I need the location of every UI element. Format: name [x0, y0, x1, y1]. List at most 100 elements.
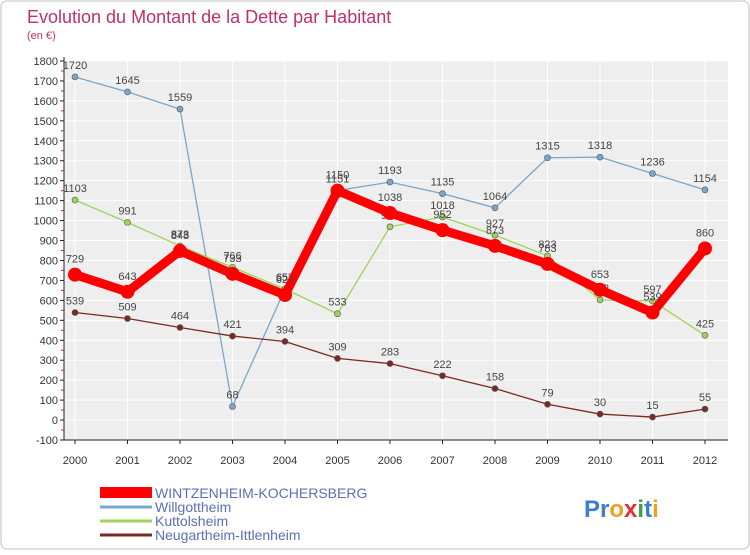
- data-point: [544, 400, 551, 408]
- y-tick-label: 1100: [34, 196, 58, 208]
- data-point: [435, 223, 450, 238]
- legend-label: WINTZENHEIM-KOCHERSBERG: [155, 485, 367, 501]
- y-tick-label: 1000: [34, 216, 58, 228]
- data-point: [124, 315, 131, 322]
- data-label: 539: [643, 292, 661, 304]
- data-label: 597: [643, 284, 661, 296]
- data-point: [488, 238, 502, 253]
- y-tick-label: 0: [52, 415, 58, 427]
- legend-label: Kuttolsheim: [155, 513, 228, 529]
- data-point: [649, 413, 656, 421]
- data-point: [281, 338, 289, 345]
- data-label: 783: [538, 243, 556, 255]
- data-label: 1315: [535, 141, 559, 153]
- data-label: 873: [171, 229, 189, 241]
- data-point: [124, 219, 131, 226]
- y-tick-label: 700: [40, 275, 58, 287]
- x-tick-label: 2007: [430, 455, 454, 467]
- data-point: [593, 282, 607, 297]
- data-point: [491, 231, 499, 239]
- legend-item: Kuttolsheim: [100, 513, 228, 529]
- y-tick-label: 1300: [34, 156, 58, 168]
- x-tick-label: 2008: [483, 455, 507, 467]
- legend-item: Neugartheim-Ittlenheim: [100, 527, 301, 543]
- y-tick-label: 1200: [34, 176, 58, 188]
- data-label: 1038: [378, 192, 402, 204]
- data-point: [439, 372, 446, 380]
- legend-swatch: [100, 533, 152, 537]
- x-tick-label: 2010: [588, 455, 612, 467]
- data-label: 55: [699, 392, 711, 404]
- chart-subtitle: (en €): [27, 30, 56, 42]
- logo-letter: x: [624, 496, 638, 523]
- plot-area: [64, 61, 728, 440]
- data-point: [649, 170, 656, 177]
- data-label: 1559: [168, 92, 192, 104]
- data-label: 1720: [63, 60, 87, 72]
- data-point: [386, 223, 394, 231]
- data-point: [491, 204, 499, 212]
- data-label: 729: [66, 254, 84, 266]
- x-axis-ticks: 2000 2001 2002 2003 2004 2005 2006 2007 2008 2009…: [63, 440, 717, 467]
- y-tick-label: 100: [40, 395, 58, 407]
- data-point: [71, 196, 79, 204]
- data-label: 68: [226, 389, 238, 401]
- data-label: 733: [223, 253, 241, 265]
- data-label: 421: [223, 319, 241, 331]
- data-point: [540, 256, 555, 271]
- data-label: 1236: [640, 157, 664, 169]
- data-point: [544, 154, 551, 162]
- data-label: 952: [433, 209, 451, 221]
- x-tick-label: 2002: [168, 455, 192, 467]
- data-label: 823: [538, 239, 556, 251]
- x-tick-label: 2009: [535, 455, 559, 467]
- chart-title: Evolution du Montant de la Dette par Hab…: [27, 7, 391, 27]
- y-tick-label: 200: [40, 375, 58, 387]
- data-label: 158: [486, 372, 504, 384]
- y-tick-label: 300: [40, 355, 58, 367]
- data-point: [645, 305, 660, 320]
- data-point: [334, 355, 341, 362]
- data-point: [596, 153, 604, 161]
- data-point: [71, 73, 79, 81]
- data-point: [176, 324, 184, 331]
- plot-background: [64, 61, 728, 440]
- logo-letter: r: [600, 496, 609, 523]
- legend-label: Neugartheim-Ittlenheim: [155, 527, 301, 543]
- data-label: 1154: [693, 173, 717, 185]
- data-label: 1064: [483, 191, 507, 203]
- data-label: 848: [171, 230, 189, 242]
- y-tick-label: 900: [40, 236, 58, 248]
- data-point: [176, 105, 184, 113]
- data-point: [68, 267, 82, 282]
- data-point: [701, 331, 709, 339]
- legend-swatch: [100, 519, 152, 523]
- data-point: [334, 310, 341, 318]
- data-label: 1151: [326, 173, 350, 185]
- data-point: [596, 296, 604, 304]
- data-label: 464: [171, 310, 189, 322]
- data-label: 539: [66, 296, 84, 308]
- x-tick-label: 2005: [325, 455, 349, 467]
- y-tick-label: 400: [40, 335, 58, 347]
- logo-letter: P: [584, 496, 600, 523]
- data-point: [330, 183, 345, 198]
- series-neugartheim-ittlenheim: 539 509 464 421 394 309 283 222 158 79 30 15 55: [66, 296, 711, 421]
- data-point: [439, 213, 446, 221]
- y-tick-label: 1600: [34, 96, 58, 108]
- data-label: 1645: [115, 75, 139, 87]
- data-point: [124, 88, 131, 96]
- data-label: 1150: [326, 170, 350, 182]
- data-point: [173, 243, 187, 258]
- data-label: 627: [276, 274, 294, 286]
- legend: WINTZENHEIM-KOCHERSBERGWillgottheimKutto…: [100, 485, 367, 543]
- data-label: 394: [276, 324, 294, 336]
- data-label: 283: [381, 347, 399, 359]
- data-point: [120, 284, 135, 299]
- data-label: 30: [594, 397, 606, 409]
- x-tick-label: 2006: [378, 455, 402, 467]
- data-point: [701, 405, 709, 413]
- y-tick-label: -100: [36, 435, 58, 447]
- data-point: [596, 410, 604, 418]
